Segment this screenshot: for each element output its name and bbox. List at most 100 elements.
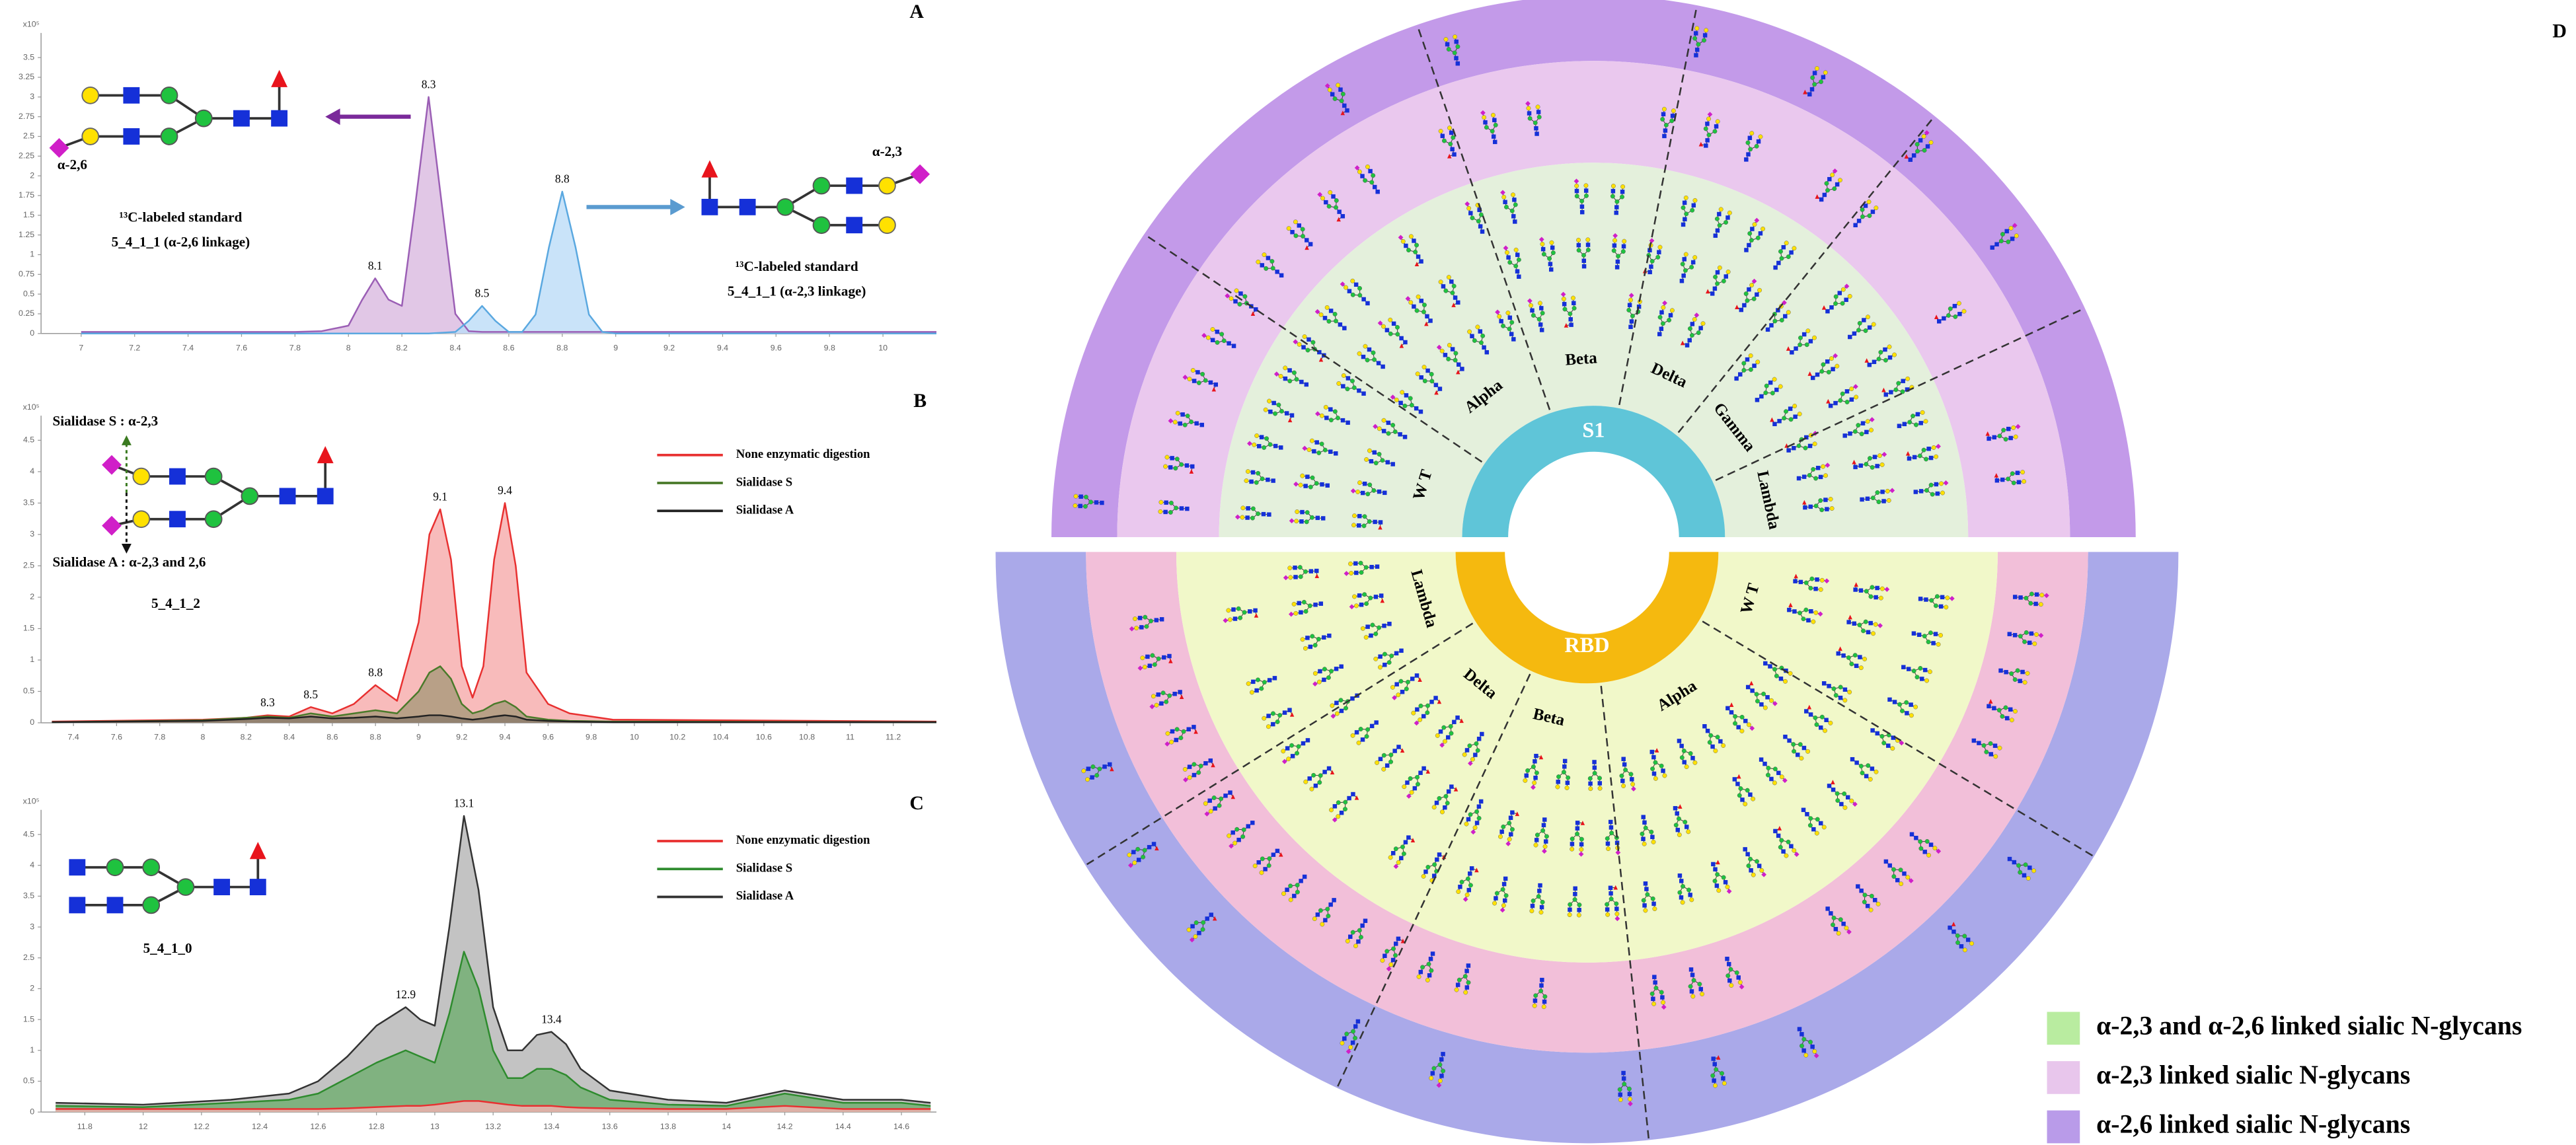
glcnac <box>1648 270 1652 275</box>
mannose <box>1474 741 1479 747</box>
peak-label: 8.8 <box>555 172 570 186</box>
mannose <box>1748 856 1753 862</box>
mannose <box>2024 630 2029 635</box>
glcnac <box>1356 939 1361 944</box>
mannose <box>241 487 259 505</box>
sialic-acid <box>1229 843 1234 849</box>
mannose <box>1174 505 1179 511</box>
galactose <box>1352 513 1357 519</box>
glcnac <box>1661 112 1666 117</box>
mannose <box>1493 122 1498 128</box>
mannose <box>1922 634 1927 639</box>
glcnac <box>1415 707 1420 712</box>
glcnac <box>1793 579 1798 583</box>
galactose <box>1073 494 1079 499</box>
glcnac <box>1913 490 1918 494</box>
glcnac <box>1534 126 1538 131</box>
x-tick-label: 13.6 <box>602 1122 618 1131</box>
glcnac <box>1689 989 1694 994</box>
legend-swatch <box>2047 1061 2080 1094</box>
mannose <box>1858 764 1864 769</box>
glcnac <box>1248 609 1252 614</box>
glcnac <box>1858 463 1863 468</box>
glcnac <box>1328 449 1333 454</box>
mannose <box>1196 770 1201 775</box>
galactose <box>1865 419 1870 424</box>
galactose <box>1498 834 1503 839</box>
galactose <box>1814 831 1819 836</box>
mannose <box>1714 216 1720 221</box>
hub-label: RBD <box>1564 633 1609 657</box>
glcnac <box>1659 326 1664 331</box>
fucose <box>1212 916 1217 921</box>
glcnac <box>1381 429 1386 433</box>
galactose <box>1686 829 1691 834</box>
glcnac <box>1776 833 1781 838</box>
sialic-acid <box>1542 848 1547 854</box>
mannose <box>1840 301 1845 306</box>
mannose <box>1779 318 1784 323</box>
glcnac <box>1322 635 1326 640</box>
galactose <box>1792 848 1797 853</box>
mannose <box>1192 762 1197 767</box>
glcnac <box>1434 800 1439 805</box>
galactose <box>1614 911 1620 916</box>
glcnac <box>1340 418 1345 423</box>
galactose <box>1526 106 1531 111</box>
mannose <box>1796 443 1801 449</box>
y-tick-label: 1.5 <box>23 210 34 219</box>
galactose <box>1416 974 1421 979</box>
mannose <box>1770 390 1775 396</box>
glcnac <box>1842 687 1848 692</box>
glcnac <box>1334 700 1339 706</box>
glcnac <box>1597 781 1603 786</box>
mannose <box>1288 883 1293 889</box>
y-tick-label: 0 <box>30 1107 34 1116</box>
galactose <box>1329 807 1334 813</box>
mannose <box>1655 254 1661 260</box>
x-tick-label: 8.4 <box>449 343 461 352</box>
galactose <box>1254 433 1260 438</box>
glcnac <box>1304 382 1309 387</box>
glcnac <box>1339 708 1344 714</box>
glcnac <box>1705 138 1710 143</box>
glcnac <box>1090 775 1094 780</box>
glcnac <box>1833 400 1838 406</box>
x-tick-label: 7 <box>79 343 83 352</box>
mannose <box>1547 256 1552 261</box>
glcnac <box>1609 891 1613 896</box>
glcnac <box>1809 87 1815 92</box>
galactose <box>1671 108 1676 114</box>
mannose <box>1367 482 1373 488</box>
glcnac <box>1924 597 1928 602</box>
galactose <box>1320 196 1326 201</box>
glcnac <box>1328 407 1333 412</box>
sialic-acid <box>1628 1101 1633 1107</box>
mannose <box>1480 333 1486 338</box>
mannose <box>1260 856 1265 862</box>
galactose <box>1262 252 1267 258</box>
glcnac <box>1694 48 1700 52</box>
galactose <box>1716 888 1722 893</box>
fucose <box>1786 346 1791 351</box>
glcnac <box>1620 190 1625 194</box>
glcnac <box>169 468 186 485</box>
glcnac <box>1455 982 1460 987</box>
mannose <box>1367 519 1372 524</box>
glcnac <box>1342 1036 1347 1041</box>
fucose <box>249 842 266 860</box>
galactose <box>2020 470 2026 475</box>
galactose <box>1706 116 1712 122</box>
glcnac <box>1307 776 1312 781</box>
glcnac <box>1739 307 1744 313</box>
glcnac <box>1379 593 1384 598</box>
x-tick-label: 8 <box>201 733 206 742</box>
glcnac <box>1430 1071 1435 1076</box>
fucose <box>1852 459 1856 464</box>
mannose <box>1725 973 1731 979</box>
mannose <box>1798 610 1802 616</box>
galactose <box>1713 748 1718 753</box>
galactose <box>1409 790 1414 795</box>
mannose <box>1173 466 1178 471</box>
